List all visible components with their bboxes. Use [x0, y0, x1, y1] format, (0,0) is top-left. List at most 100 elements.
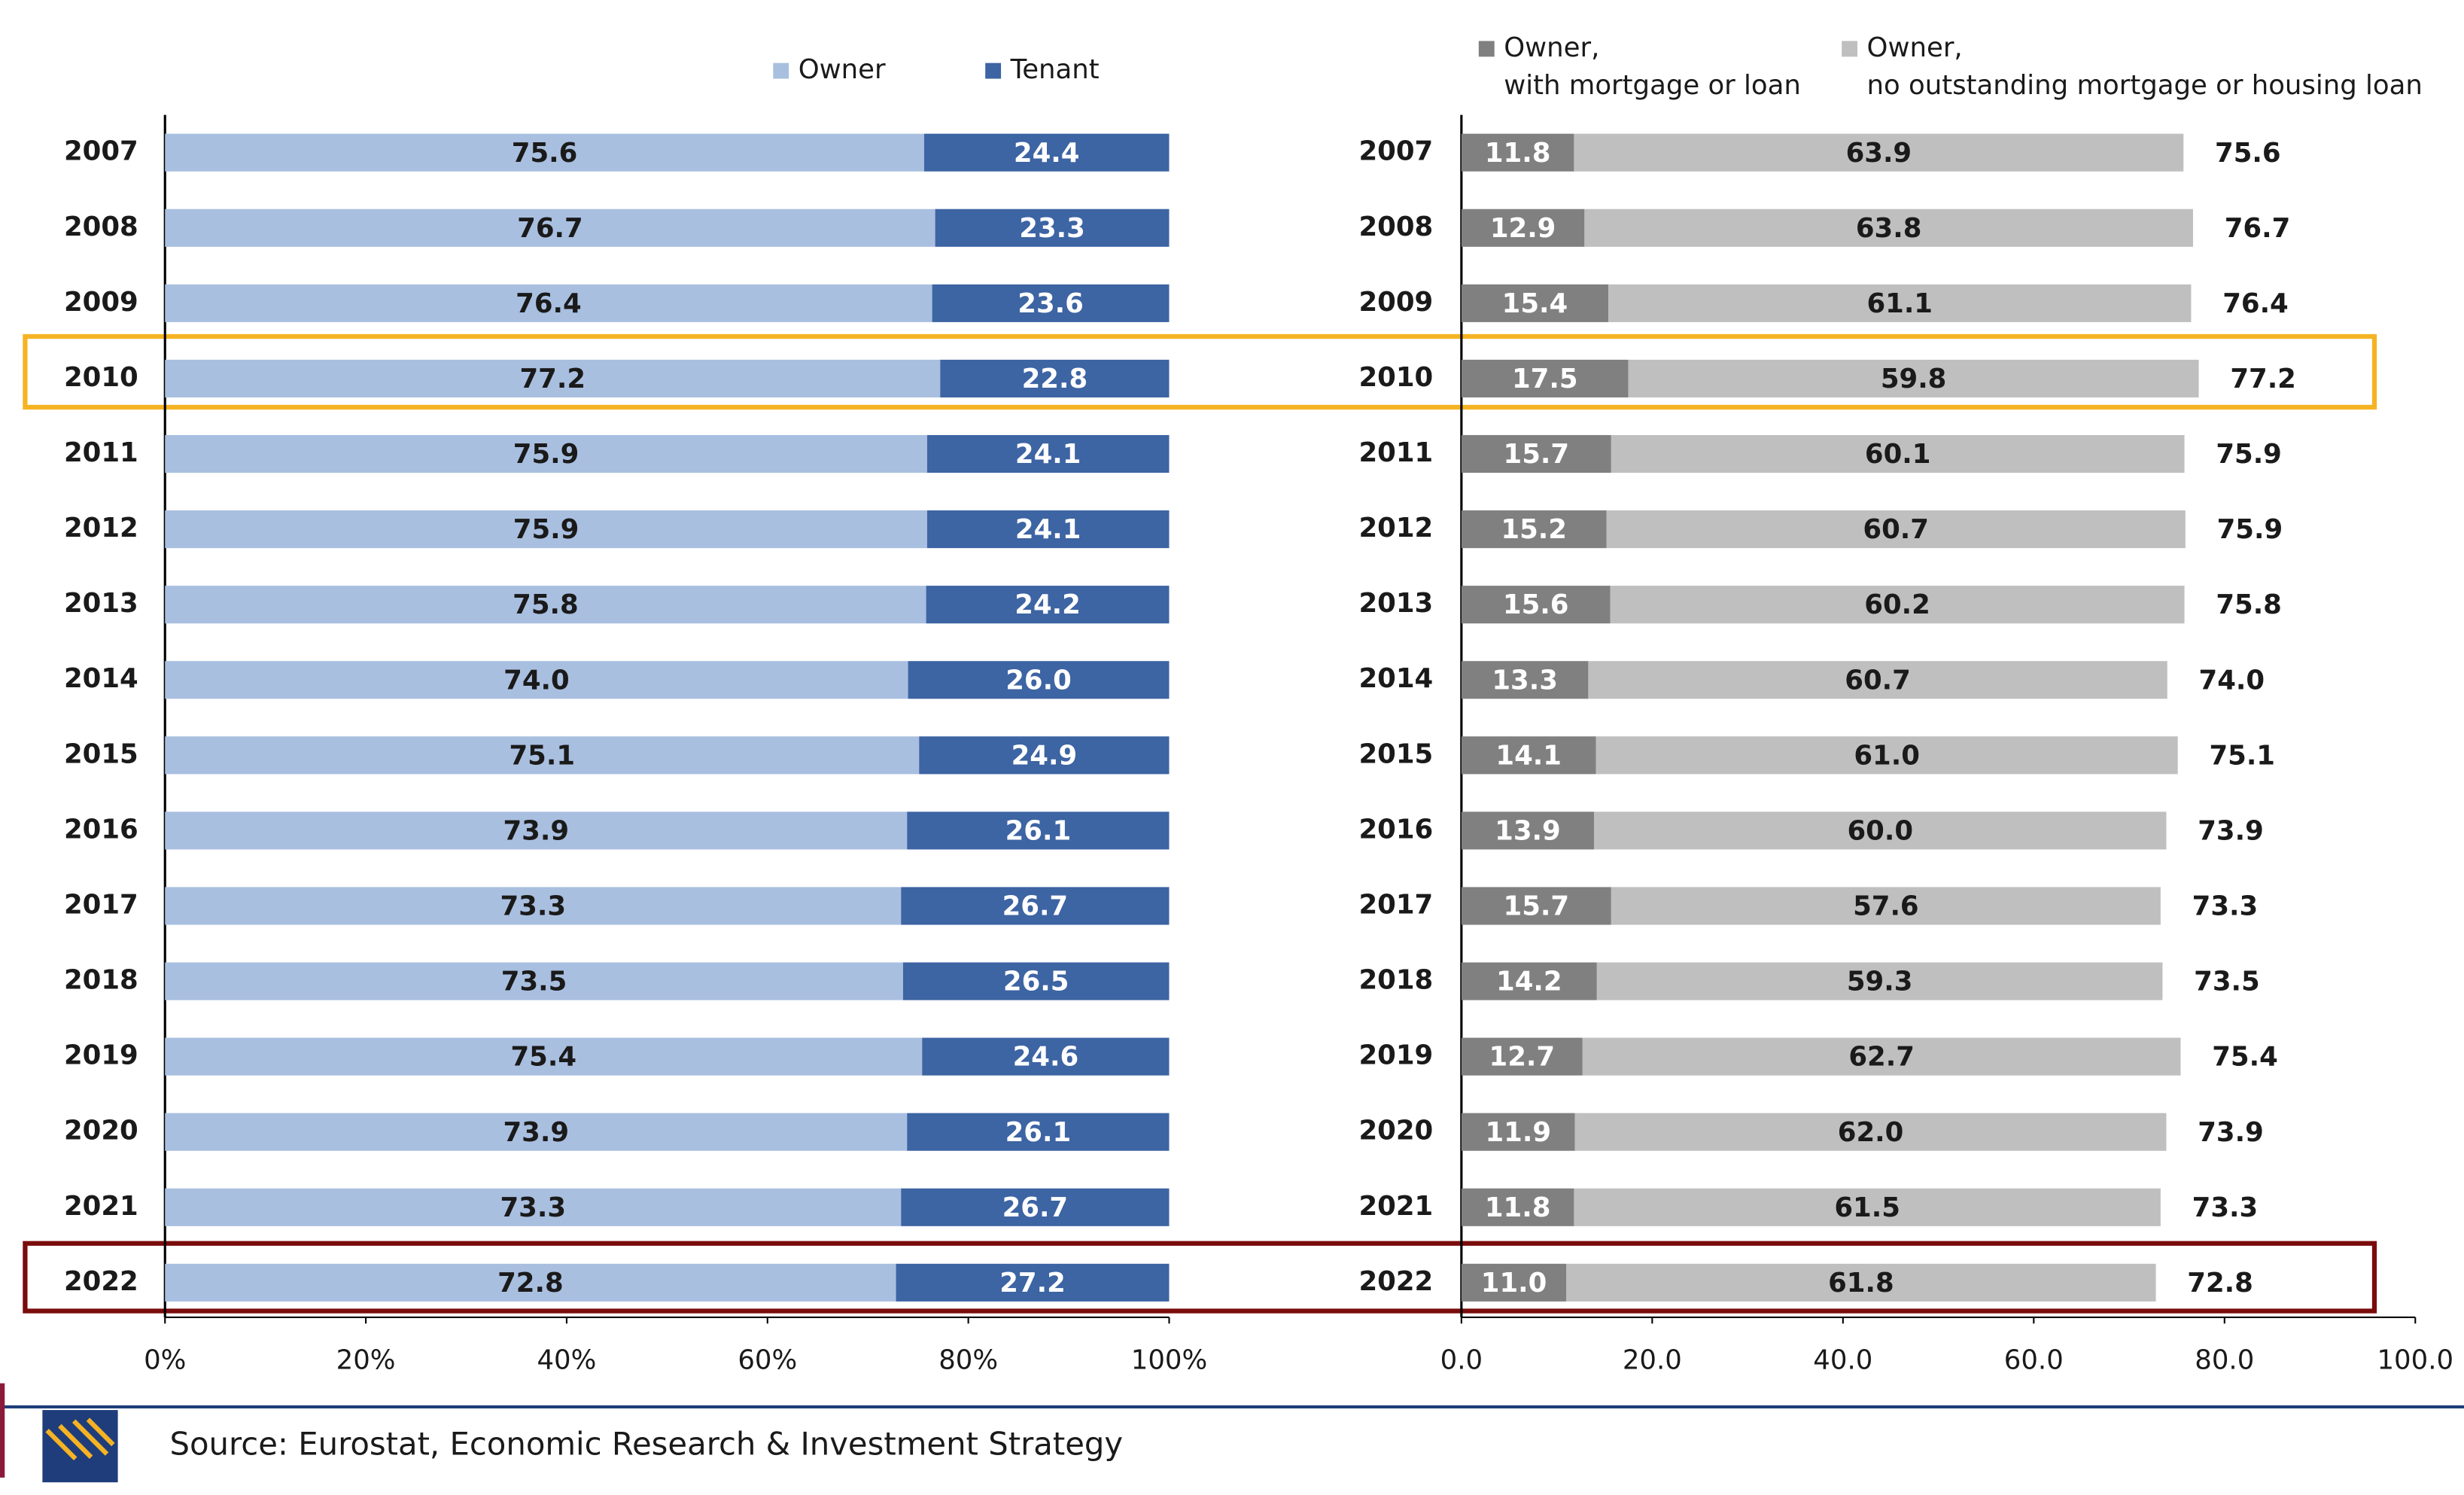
data-label: 60.1 [1865, 439, 1931, 470]
y-tick-label: 2013 [64, 588, 138, 619]
data-label: 13.3 [1492, 665, 1558, 696]
bar-segment [165, 736, 920, 775]
data-label: 26.1 [1005, 1117, 1072, 1148]
total-label: 76.4 [2222, 288, 2289, 319]
bar-segment [1574, 1188, 2161, 1226]
data-label: 23.3 [1019, 213, 1085, 244]
x-tick-label: 60% [738, 1344, 797, 1375]
bar-segment [1628, 359, 2199, 397]
total-label: 77.2 [2230, 364, 2296, 394]
bar-segment [165, 510, 927, 549]
data-label: 60.2 [1864, 589, 1930, 620]
data-label: 15.4 [1502, 288, 1568, 319]
legend-swatch [1842, 41, 1858, 57]
data-label: 22.8 [1022, 364, 1088, 394]
total-label: 76.7 [2225, 213, 2291, 244]
bar-segment [1606, 510, 2186, 549]
total-label: 72.8 [2187, 1268, 2253, 1299]
bar-segment [907, 811, 1170, 850]
source: Source: Eurostat, Economic Research & In… [170, 1426, 1124, 1463]
y-tick-label: 2008 [64, 212, 138, 242]
data-label: 11.9 [1485, 1117, 1551, 1148]
data-label: 73.9 [503, 815, 569, 846]
legend-label: Owner [799, 54, 886, 85]
bar-segment [165, 209, 935, 247]
bar-segment [926, 434, 1170, 473]
bar-segment [1461, 586, 1611, 624]
data-label: 77.2 [519, 364, 586, 394]
y-tick-label: 2021 [1358, 1191, 1433, 1222]
data-label: 62.7 [1848, 1042, 1915, 1073]
bar-segment [935, 209, 1170, 247]
y-tick-label: 2008 [1358, 212, 1433, 242]
data-label: 15.7 [1504, 439, 1570, 470]
bar-segment [165, 133, 924, 172]
data-label: 60.7 [1845, 665, 1911, 696]
bar-segment [922, 1037, 1170, 1076]
data-label: 26.0 [1005, 665, 1072, 696]
y-tick-label: 2011 [1358, 437, 1433, 468]
bar-segment [902, 962, 1170, 1000]
y-tick-label: 2019 [64, 1040, 138, 1071]
bar-segment [1566, 1263, 2156, 1302]
data-label: 11.0 [1481, 1268, 1547, 1299]
bar-segment [1461, 434, 1611, 473]
data-label: 14.2 [1496, 967, 1562, 997]
data-label: 75.4 [510, 1042, 576, 1073]
data-label: 75.8 [513, 589, 579, 620]
data-label: 13.9 [1495, 815, 1561, 846]
y-tick-label: 2010 [64, 362, 138, 393]
bar-segment [165, 661, 908, 699]
data-label: 61.1 [1866, 288, 1933, 319]
data-label: 12.7 [1489, 1042, 1556, 1073]
bar-segment [896, 1263, 1170, 1302]
data-label: 24.2 [1014, 589, 1081, 620]
bar-segment [1461, 1263, 1567, 1302]
bar-segment [165, 586, 926, 624]
bar-segment [1594, 811, 2167, 850]
x-tick-label: 40.0 [1813, 1344, 1872, 1375]
data-label: 57.6 [1853, 891, 1919, 922]
bar-segment [1461, 811, 1595, 850]
y-tick-label: 2007 [1358, 136, 1433, 167]
bar-segment [1461, 284, 1609, 322]
legend-swatch [985, 62, 1002, 79]
bar-segment [1461, 133, 1574, 172]
data-label: 76.7 [517, 213, 583, 244]
bar-segment [1461, 1037, 1583, 1076]
highlight-box [23, 333, 2377, 410]
data-label: 26.5 [1003, 967, 1069, 997]
bar-segment [165, 1263, 896, 1302]
bar-segment [1461, 661, 1589, 699]
x-tick-label: 20% [336, 1344, 396, 1375]
y-tick-label: 2020 [1358, 1116, 1433, 1146]
data-label: 11.8 [1485, 1192, 1551, 1223]
total-label: 75.6 [2215, 138, 2281, 169]
data-label: 59.8 [1881, 364, 1947, 394]
data-label: 26.7 [1002, 891, 1069, 922]
y-tick-label: 2009 [1358, 287, 1433, 318]
bar-segment [1461, 736, 1596, 775]
y-tick-label: 2015 [1358, 738, 1433, 769]
data-label: 62.0 [1838, 1117, 1904, 1148]
bar-segment [1461, 510, 1607, 549]
y-tick-label: 2007 [64, 136, 138, 167]
y-tick-label: 2022 [1358, 1266, 1433, 1297]
data-label: 60.7 [1863, 514, 1929, 545]
footer-accent [0, 1383, 5, 1478]
highlight-box [23, 1241, 2377, 1314]
bar-segment [165, 811, 908, 850]
total-label: 74.0 [2199, 665, 2265, 696]
y-tick-label: 2014 [64, 663, 138, 694]
data-label: 73.3 [500, 1192, 566, 1223]
y-tick-label: 2017 [1358, 889, 1433, 920]
bar-segment [1596, 962, 2163, 1000]
data-label: 15.2 [1501, 514, 1567, 545]
data-label: 61.5 [1834, 1192, 1900, 1223]
bar-segment [1608, 284, 2192, 322]
bar-segment [165, 887, 902, 925]
data-label: 74.0 [503, 665, 570, 696]
legend-swatch [1478, 41, 1495, 57]
bar-segment [1461, 1113, 1575, 1151]
legend-label: Owner, with mortgage or loan [1504, 32, 1801, 101]
